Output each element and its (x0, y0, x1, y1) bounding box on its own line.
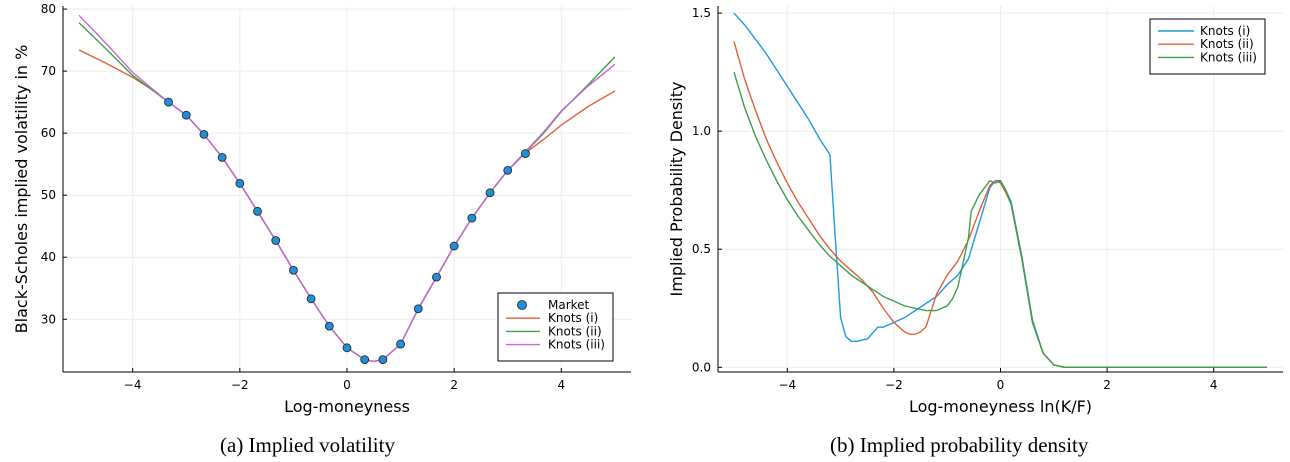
market-point (235, 179, 245, 188)
y-tick-label: 60 (41, 126, 56, 140)
market-point (181, 110, 191, 120)
market-point (413, 304, 423, 314)
y-tick-label: 40 (41, 250, 56, 264)
x-tick-label: 4 (1210, 378, 1218, 392)
market-point (289, 265, 298, 275)
market-point (378, 355, 388, 364)
x-axis-title: Log-moneyness ln(K/F) (909, 397, 1092, 416)
y-tick-label: 1.5 (692, 6, 711, 20)
market-point (217, 152, 227, 162)
market-point (467, 213, 477, 223)
x-tick-label: −4 (124, 378, 142, 392)
market-point (324, 321, 334, 331)
legend-label-3: Knots (iii) (1200, 50, 1257, 64)
y-tick-label: 70 (41, 64, 56, 78)
market-point (342, 343, 352, 353)
figure-canvas: −4 −2 0 2 4304050607080Log-moneynessBlack-Sc… (12, 2, 1283, 416)
legend-label-1: Knots (i) (1200, 24, 1250, 38)
x-tick-label: 0 (343, 378, 351, 392)
y-tick-label: 0.5 (692, 242, 711, 256)
y-tick-label: 80 (41, 2, 56, 16)
caption-right: (b) Implied probability density (830, 433, 1089, 457)
market-point (521, 149, 530, 159)
y-axis-title: Implied Probability Density (667, 82, 686, 297)
legend-frame (1149, 18, 1266, 75)
legend: Knots (i)Knots (ii)Knots (iii) (1149, 18, 1266, 75)
market-point (432, 272, 441, 282)
market-point (396, 339, 405, 349)
market-point (449, 241, 459, 251)
series-line-3 (733, 71, 1268, 368)
market-point (271, 236, 281, 245)
implied-volatility-chart: −4 −2 0 2 4 30 40 50 60 70 80 Log-moneyness Black-Sc… (12, 2, 631, 416)
market-point (503, 165, 513, 175)
market-point (306, 294, 316, 304)
x-tick-label: 4 (558, 378, 566, 392)
market-point (360, 355, 370, 364)
legend-label-2: Knots (ii) (548, 324, 602, 338)
y-tick-label: 50 (41, 188, 56, 202)
legend-label-1: Knots (i) (548, 311, 598, 325)
legend-label-3: Knots (iii) (548, 338, 605, 352)
market-point (253, 206, 262, 216)
x-tick-label: 2 (450, 378, 458, 392)
y-axis-title: Black-Scholes implied volatility in % (12, 45, 31, 334)
implied-density-chart: −4 −2 0 2 4 0.0 0.5 1.0 1.5 Log-moneyness ln(K/F)… (667, 6, 1283, 416)
x-tick-label: −2 (885, 378, 903, 392)
market-point (199, 130, 209, 139)
x-tick-label: −4 (778, 378, 796, 392)
legend-marker-market (517, 300, 527, 310)
caption-left: (a) Implied volatility (220, 433, 395, 457)
y-tick-label: 0.0 (692, 360, 711, 374)
market-point (485, 188, 495, 198)
x-tick-label: −2 (231, 378, 249, 392)
y-tick-label: 1.0 (692, 124, 711, 138)
y-tick-label: 30 (41, 312, 56, 326)
x-axis-title: Log-moneyness (284, 397, 410, 416)
x-tick-label: 0 (997, 378, 1005, 392)
legend-label-market: Market (548, 298, 590, 312)
legend-label-2: Knots (ii) (1200, 37, 1254, 51)
x-tick-label: 2 (1103, 378, 1111, 392)
market-point (164, 97, 173, 107)
